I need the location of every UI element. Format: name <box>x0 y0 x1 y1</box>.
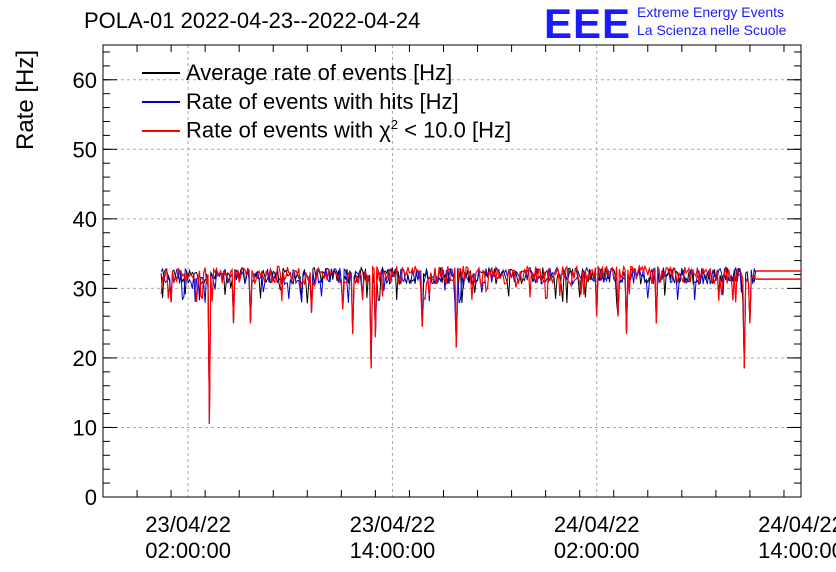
y-tick-label: 10 <box>73 415 97 440</box>
x-tick-label-date: 23/04/22 <box>145 512 231 537</box>
x-tick-label-time: 14:00:00 <box>758 538 836 563</box>
legend-label-hits: Rate of events with hits [Hz] <box>186 88 459 114</box>
y-tick-label: 60 <box>73 68 97 93</box>
x-tick-label-time: 02:00:00 <box>145 538 231 563</box>
eee-logo: EEE <box>544 0 632 47</box>
legend-item-hits: Rate of events with hits [Hz] <box>142 87 511 116</box>
y-tick-label: 20 <box>73 346 97 371</box>
legend-item-average: Average rate of events [Hz] <box>142 58 511 87</box>
x-tick-label-time: 14:00:00 <box>350 538 436 563</box>
legend-swatch-red <box>142 129 180 132</box>
chart-legend: Average rate of events [Hz] Rate of even… <box>142 58 511 145</box>
logo-line-1: Extreme Energy Events <box>637 4 785 20</box>
legend-label-chi2: Rate of events with χ2 < 10.0 [Hz] <box>186 117 512 143</box>
y-tick-label: 40 <box>73 207 97 232</box>
y-axis-label: Rate [Hz] <box>12 49 39 151</box>
y-tick-label: 30 <box>73 276 97 301</box>
x-tick-label-date: 24/04/22 <box>758 512 836 537</box>
y-tick-label: 0 <box>85 485 97 510</box>
logo-line-2: La Scienza nelle Scuole <box>637 22 787 38</box>
chart-title: POLA-01 2022-04-23--2022-04-24 <box>84 8 421 33</box>
legend-item-chi2: Rate of events with χ2 < 10.0 [Hz] <box>142 116 511 145</box>
x-tick-label-date: 23/04/22 <box>350 512 436 537</box>
legend-swatch-blue <box>142 100 180 103</box>
legend-label-average: Average rate of events [Hz] <box>186 59 453 85</box>
x-tick-label-time: 02:00:00 <box>554 538 640 563</box>
x-tick-label-date: 24/04/22 <box>554 512 640 537</box>
y-tick-label: 50 <box>73 137 97 162</box>
legend-swatch-black <box>142 71 180 74</box>
series-hits-line <box>160 265 757 425</box>
eee-logo-text: Extreme Energy Events La Scienza nelle S… <box>637 3 786 39</box>
series-chi2-line <box>160 264 757 425</box>
